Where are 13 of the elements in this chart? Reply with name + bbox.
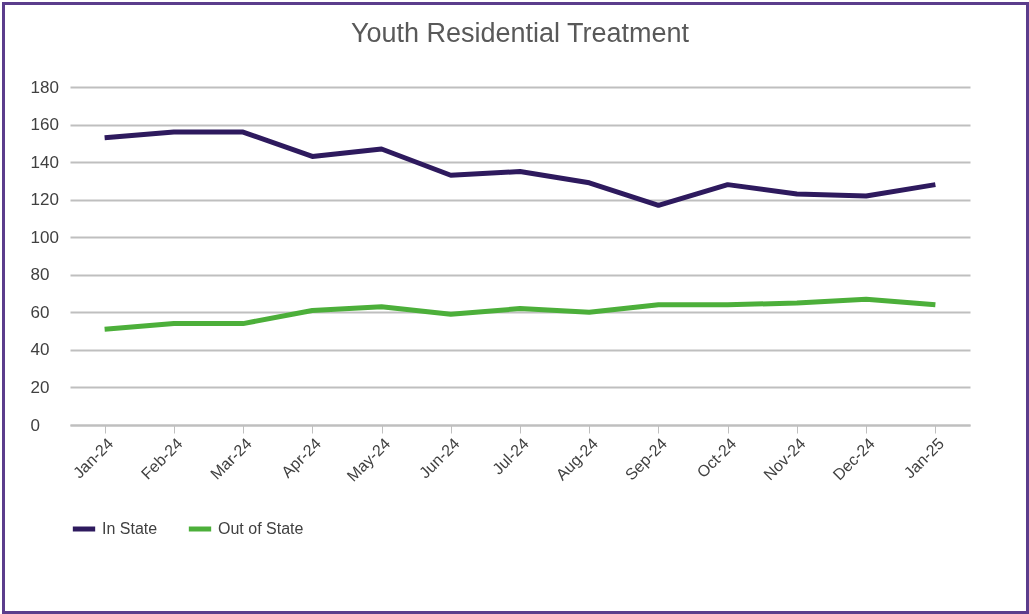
y-tick-label: 0: [30, 415, 40, 435]
y-tick-label: 140: [30, 152, 59, 172]
y-tick-label: 100: [30, 227, 59, 247]
legend-label: In State: [102, 520, 158, 537]
legend-label: Out of State: [218, 520, 304, 537]
chart-title: Youth Residential Treatment: [350, 18, 690, 48]
y-tick-label: 180: [30, 77, 59, 97]
y-tick-label: 80: [30, 265, 50, 285]
y-tick-label: 60: [30, 302, 50, 322]
y-tick-label: 40: [30, 340, 50, 360]
y-tick-label: 160: [30, 115, 59, 135]
y-tick-label: 20: [30, 377, 50, 397]
y-tick-label: 120: [30, 190, 59, 210]
